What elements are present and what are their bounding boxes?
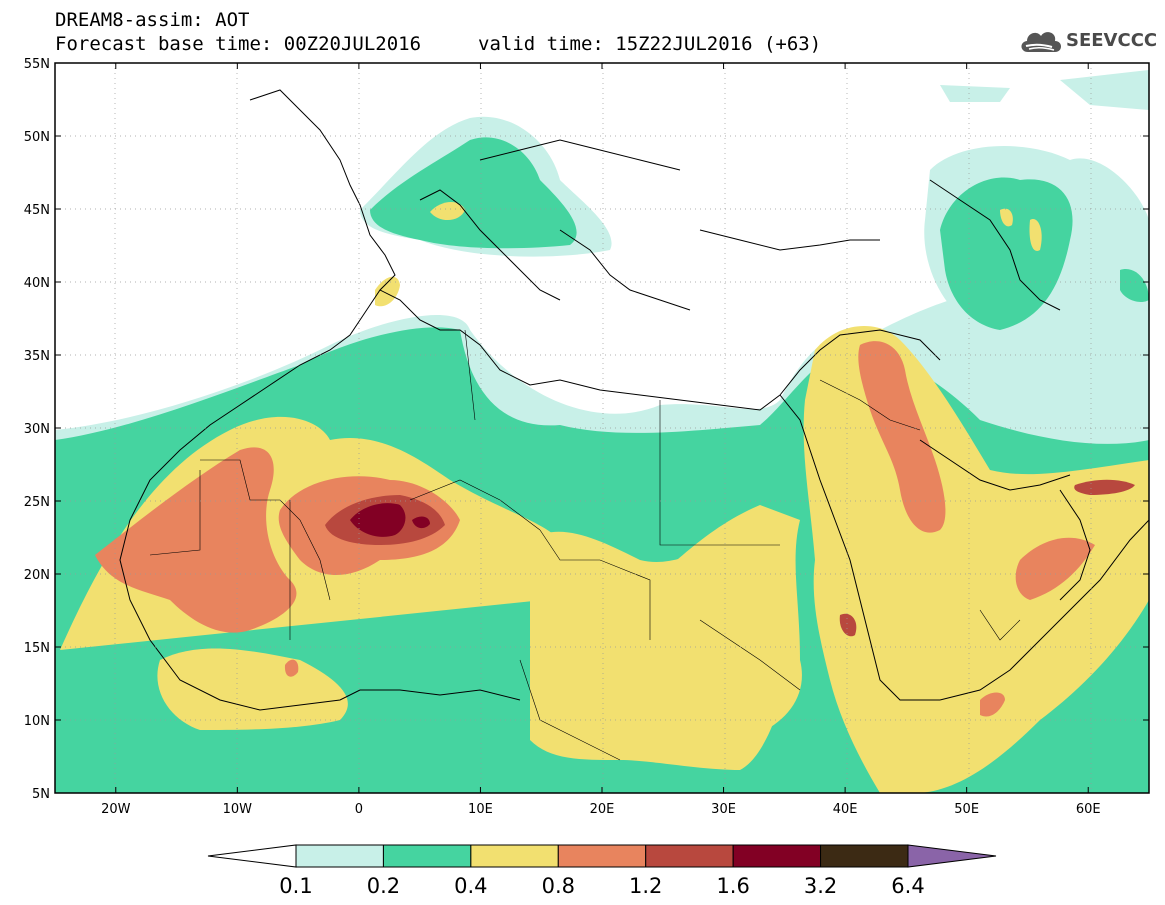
lat-label-0: 55N (24, 57, 50, 72)
colorbar-box-1 (382, 844, 472, 868)
graticule (55, 63, 1149, 793)
seevccc-logo: SEEVCCC (1018, 24, 1158, 58)
colorbar-boxes (207, 844, 997, 868)
longitude-labels: 20W 10W 0 10E 20E 30E 40E 50E 60E (101, 802, 1101, 817)
axis-ticks (55, 62, 1149, 794)
colorbar-label-7: 6.4 (891, 874, 924, 898)
lat-label-7: 20N (24, 568, 50, 583)
colorbar-box-0 (295, 844, 384, 868)
colorbar-label-2: 0.4 (454, 874, 487, 898)
colorbar-label-0: 0.1 (279, 874, 312, 898)
aot-level-1.6 (350, 503, 430, 537)
colorbar-arrow-low (207, 844, 297, 868)
colorbar-box-2 (470, 844, 559, 868)
coastlines (119, 89, 1149, 711)
lon-label-7: 50E (954, 802, 979, 817)
country-borders (149, 329, 1021, 761)
map-title: DREAM8-assim: AOT (55, 9, 250, 31)
cloud-icon (1021, 32, 1061, 52)
colorbar-box-4 (645, 844, 734, 868)
lat-label-9: 10N (24, 714, 50, 729)
colorbar-label-6: 3.2 (804, 874, 837, 898)
colorbar-label-5: 1.6 (716, 874, 749, 898)
colorbar-box-5 (732, 844, 822, 868)
lon-label-1: 10W (223, 802, 253, 817)
lat-label-3: 40N (24, 276, 50, 291)
lat-label-8: 15N (24, 641, 50, 656)
lat-label-6: 25N (24, 495, 50, 510)
lon-label-2: 0 (355, 802, 363, 817)
forecast-base-time: Forecast base time: 00Z20JUL2016 (55, 33, 422, 55)
latitude-labels: 55N 50N 45N 40N 35N 30N 25N 20N 15N 10N 5N (24, 57, 50, 802)
colorbar-label-3: 0.8 (542, 874, 575, 898)
aot-field (55, 63, 1149, 793)
colorbar-arrow-high (907, 844, 997, 868)
lat-label-2: 45N (24, 203, 50, 218)
colorbar-box-6 (820, 844, 909, 868)
lon-label-8: 60E (1076, 802, 1101, 817)
lat-label-4: 35N (24, 349, 50, 364)
lat-label-5: 30N (24, 422, 50, 437)
lon-label-0: 20W (101, 802, 131, 817)
lat-label-1: 50N (24, 130, 50, 145)
colorbar-label-4: 1.2 (629, 874, 662, 898)
colorbar-labels: 0.1 0.2 0.4 0.8 1.2 1.6 3.2 6.4 (279, 874, 924, 898)
colorbar-box-3 (557, 844, 647, 868)
logo-text: SEEVCCC (1066, 30, 1158, 51)
lat-label-10: 5N (32, 787, 50, 802)
lon-label-3: 10E (468, 802, 493, 817)
lon-label-5: 30E (711, 802, 736, 817)
lon-label-4: 20E (590, 802, 615, 817)
valid-time: valid time: 15Z22JUL2016 (+63) (478, 33, 822, 55)
lon-label-6: 40E (833, 802, 858, 817)
colorbar-label-1: 0.2 (367, 874, 400, 898)
